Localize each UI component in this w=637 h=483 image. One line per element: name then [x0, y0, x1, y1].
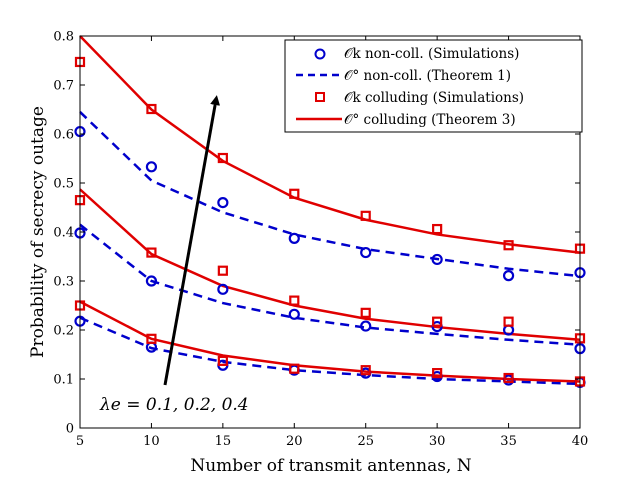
plot-area	[74, 35, 586, 389]
data-point-square	[217, 355, 228, 366]
x-tick-label: 15	[215, 434, 232, 449]
data-point-square	[503, 316, 514, 327]
x-tick-label: 5	[76, 434, 84, 449]
data-point-square	[289, 363, 300, 374]
series-line-10	[79, 188, 581, 342]
data-point-square	[503, 240, 514, 251]
axes: 5 10 15 20 25 30 35 40 0 0.1 0.2 0.3 0.4 0.5 0.6 0.7 0.8	[53, 30, 588, 450]
legend-label-coll-theory: 𝒪° colluding (Theorem 3)	[344, 112, 516, 128]
x-tick-label: 10	[143, 434, 160, 449]
data-point-circle	[360, 246, 372, 259]
data-point-square	[217, 152, 228, 164]
lambda-annotation: λe = 0.1, 0.2, 0.4	[99, 395, 249, 415]
data-point-circle	[217, 197, 229, 209]
series-line-3	[79, 316, 581, 386]
legend-box	[284, 39, 583, 133]
x-tick-label: 20	[286, 434, 303, 449]
data-point-square	[432, 223, 443, 235]
series-line-5	[79, 111, 581, 278]
data-point-square	[360, 210, 371, 221]
y-tick-label: 0.3	[53, 275, 74, 290]
lambda-arrow	[163, 95, 221, 386]
y-tick-label: 0	[66, 422, 74, 437]
data-point-square	[217, 265, 228, 276]
x-tick-label: 35	[500, 434, 517, 449]
data-point-circle	[288, 308, 300, 320]
y-tick-label: 0.2	[53, 324, 74, 339]
legend-square-marker	[315, 92, 325, 102]
x-tick-label: 30	[429, 434, 446, 449]
legend-label-noncoll-sim: 𝒪k non-coll. (Simulations)	[344, 46, 519, 62]
y-tick-label: 0.6	[53, 128, 74, 143]
data-point-circle	[145, 275, 158, 287]
data-point-circle	[145, 161, 158, 173]
legend: 𝒪k non-coll. (Simulations) 𝒪° non-coll. …	[284, 39, 583, 133]
data-point-square	[432, 368, 443, 379]
data-point-circle	[502, 270, 515, 282]
data-point-square	[360, 365, 371, 376]
data-point-square	[289, 188, 300, 199]
data-point-square	[432, 316, 443, 327]
data-point-square	[289, 295, 300, 306]
y-tick-label: 0.1	[53, 373, 74, 388]
data-point-square	[503, 372, 514, 384]
y-tick-label: 0.5	[53, 177, 74, 192]
data-point-circle	[431, 253, 443, 266]
y-tick-label: 0.8	[53, 30, 74, 45]
data-point-square	[146, 333, 157, 344]
x-axis-title: Number of transmit antennas, N	[190, 456, 471, 476]
data-point-square	[146, 247, 157, 258]
data-point-circle	[217, 283, 229, 295]
series-line-9	[79, 300, 581, 383]
y-tick-label: 0.7	[53, 79, 74, 94]
y-tick-label: 0.4	[53, 226, 74, 241]
data-point-circle	[288, 232, 300, 244]
x-tick-label: 40	[572, 434, 589, 449]
legend-circle-marker	[314, 48, 326, 60]
series-line-4	[79, 223, 581, 346]
data-point-square	[360, 307, 371, 318]
legend-label-noncoll-theory: 𝒪° non-coll. (Theorem 1)	[344, 68, 511, 84]
data-point-circle	[360, 320, 372, 332]
legend-label-coll-sim: 𝒪k colluding (Simulations)	[344, 90, 524, 106]
series-line-11	[79, 35, 581, 254]
data-point-square	[146, 103, 157, 115]
x-tick-label: 25	[357, 434, 374, 449]
y-axis-title: Probability of secrecy outage	[28, 106, 48, 358]
